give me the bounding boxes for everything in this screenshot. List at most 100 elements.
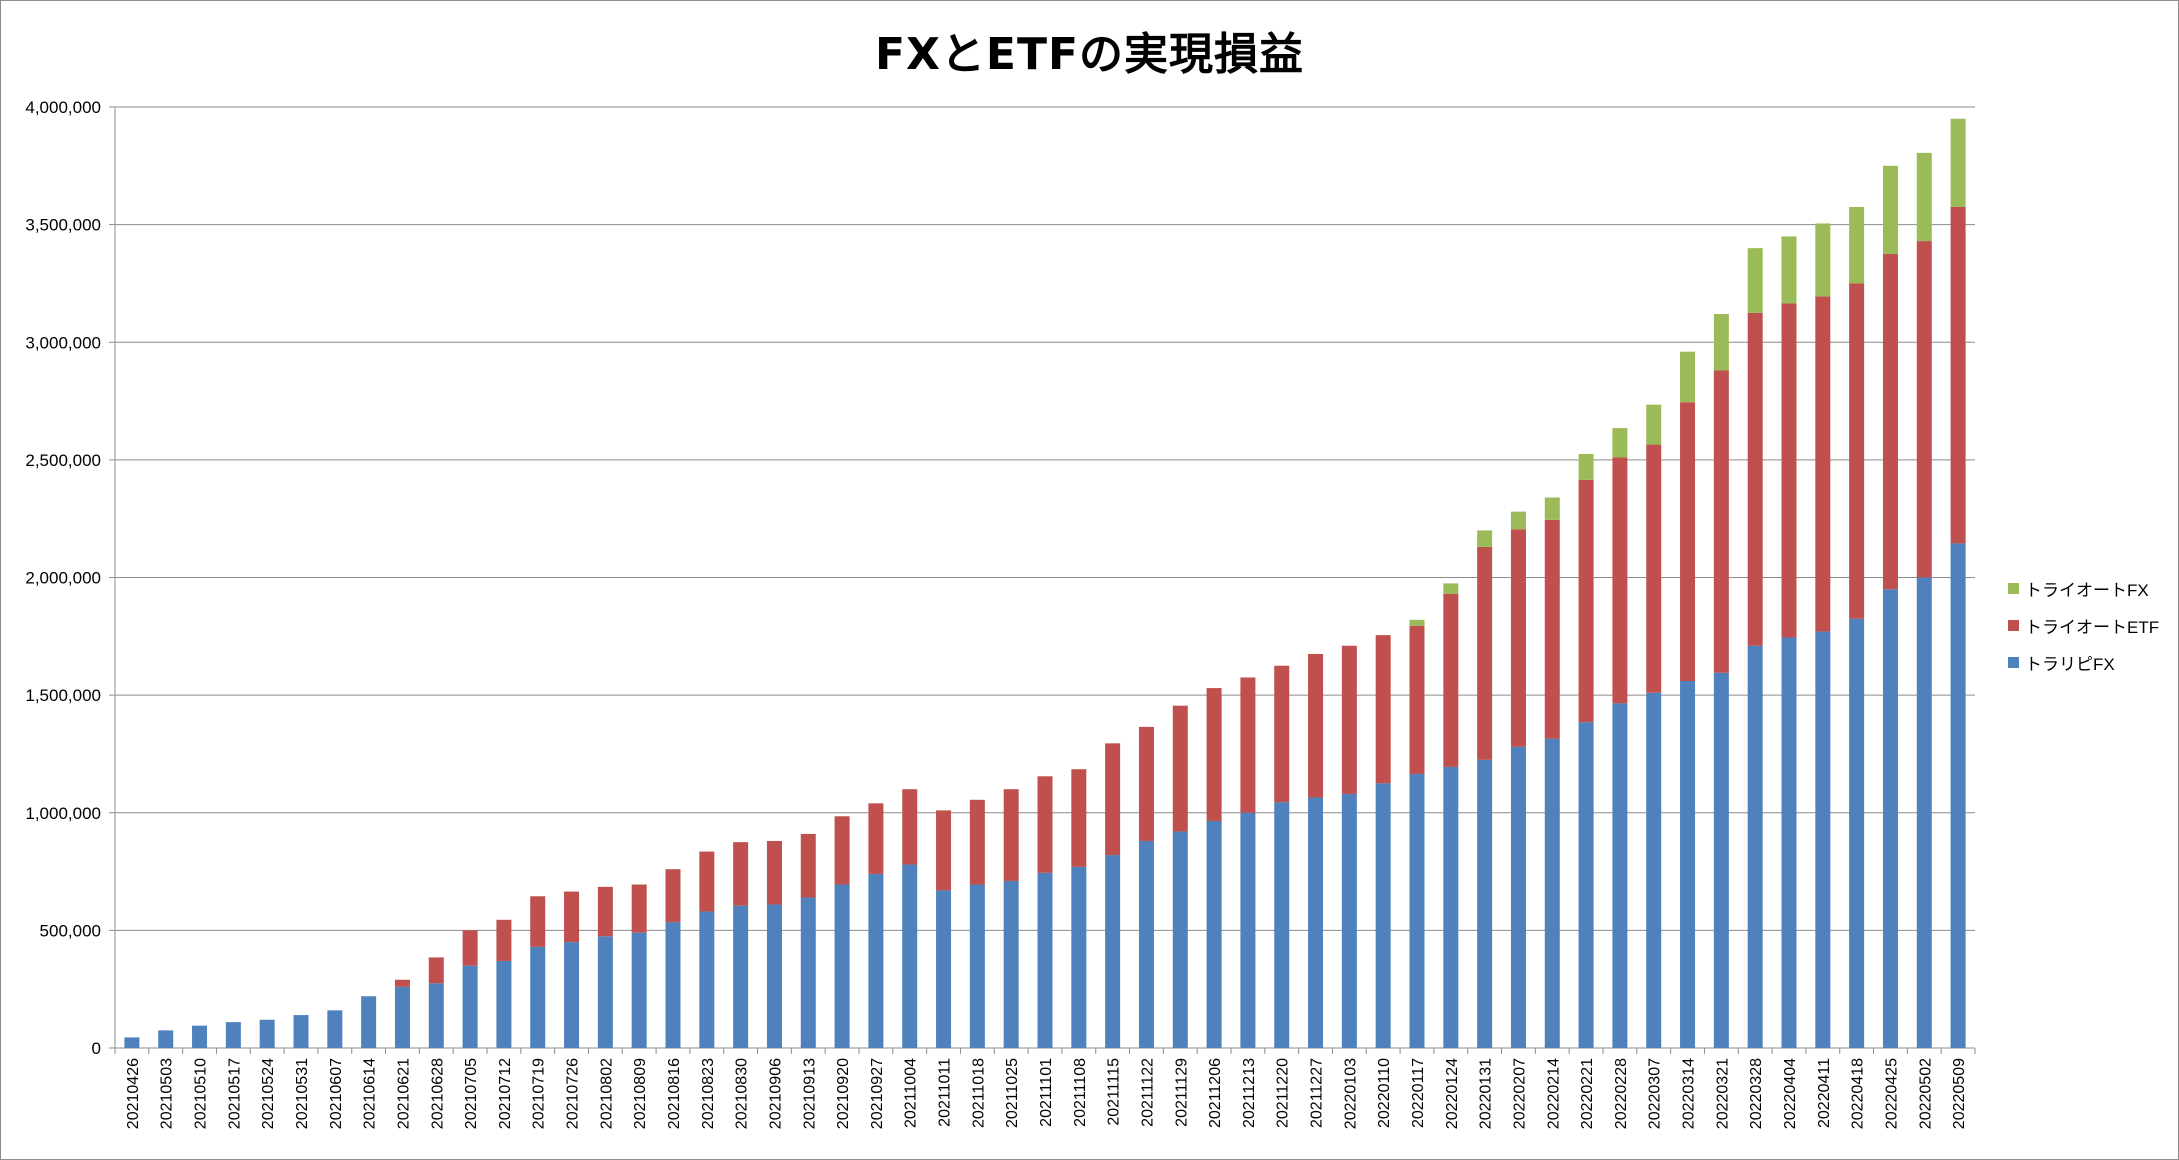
- y-tick-label: 3,000,000: [25, 333, 101, 352]
- bar-segment-series-1: [1443, 593, 1459, 767]
- legend-label: トライオートETF: [2025, 618, 2160, 637]
- bar-segment-series-2: [1916, 152, 1932, 242]
- x-tick-label: 20220418: [1850, 1058, 1867, 1129]
- bar-segment-series-0: [1510, 746, 1526, 1048]
- bar-segment-series-0: [327, 1010, 343, 1048]
- legend-swatch: [2008, 583, 2019, 594]
- bar-segment-series-1: [564, 891, 580, 943]
- bar-segment-series-1: [1849, 283, 1865, 619]
- legend-swatch: [2008, 657, 2019, 668]
- bar-segment-series-0: [902, 864, 918, 1048]
- bar-segment-series-1: [1612, 457, 1628, 704]
- bar-segment-series-0: [699, 911, 715, 1048]
- bar-segment-series-1: [699, 851, 715, 912]
- bar-segment-series-0: [1477, 759, 1493, 1048]
- legend: トライオートFX トライオートETF トラリピFX: [2008, 570, 2159, 681]
- legend-item: トラリピFX: [2008, 644, 2159, 681]
- bar-segment-series-0: [496, 960, 512, 1048]
- x-tick-label: 20220110: [1376, 1058, 1393, 1128]
- bar-segment-series-1: [1274, 665, 1290, 803]
- bar-segment-series-1: [1308, 653, 1324, 798]
- x-tick-label: 20210524: [260, 1058, 277, 1129]
- bar-segment-series-1: [800, 833, 816, 898]
- bar-segment-series-0: [1409, 773, 1425, 1048]
- bar-segment-series-0: [1375, 783, 1391, 1048]
- x-tick-label: 20211025: [1004, 1058, 1021, 1128]
- bar-segment-series-0: [868, 873, 884, 1048]
- bar-segment-series-1: [1510, 529, 1526, 747]
- x-tick-label: 20220117: [1410, 1058, 1427, 1128]
- bar-segment-series-1: [530, 896, 546, 947]
- x-tick-label: 20210802: [598, 1058, 615, 1129]
- bar-segment-series-0: [1916, 577, 1932, 1048]
- x-tick-label: 20210503: [159, 1058, 176, 1129]
- bar-segment-series-1: [766, 840, 782, 905]
- bar-segment-series-0: [936, 890, 952, 1048]
- x-tick-label: 20210830: [734, 1058, 751, 1129]
- bar-segment-series-1: [1409, 625, 1425, 774]
- x-tick-label: 20211213: [1241, 1058, 1258, 1128]
- bar-segment-series-0: [192, 1025, 208, 1048]
- bar-segment-series-0: [1578, 722, 1594, 1048]
- x-tick-label: 20211220: [1275, 1058, 1292, 1128]
- x-tick-label: 20210531: [294, 1058, 311, 1129]
- bar-segment-series-1: [1578, 479, 1594, 723]
- x-tick-label: 20211101: [1038, 1058, 1055, 1127]
- bar-segment-series-1: [631, 884, 647, 933]
- x-tick-label: 20220404: [1782, 1058, 1799, 1129]
- bar-segment-series-0: [631, 932, 647, 1048]
- legend-label: トライオートFX: [2025, 581, 2149, 600]
- bar-segment-series-0: [733, 905, 749, 1048]
- bar-segment-series-1: [868, 803, 884, 874]
- bar-segment-series-0: [124, 1037, 140, 1048]
- bar-segment-series-0: [1274, 802, 1290, 1048]
- legend-swatch: [2008, 620, 2019, 631]
- x-tick-labels: 20210426 20210503 20210510 20210517 20210524…: [125, 1058, 1968, 1129]
- x-tick-label: 20210809: [632, 1058, 649, 1129]
- y-tick-label: 1,500,000: [25, 686, 101, 705]
- bar-segment-series-0: [361, 996, 377, 1048]
- bar-segment-series-1: [1138, 726, 1154, 841]
- bar-segment-series-1: [1781, 303, 1797, 638]
- x-tick-label: 20220103: [1342, 1058, 1359, 1129]
- x-tick-label: 20211108: [1072, 1058, 1089, 1127]
- bar-segment-series-0: [1747, 645, 1763, 1048]
- x-tick-label: 20210614: [362, 1058, 379, 1129]
- x-tick-label: 20220131: [1478, 1058, 1495, 1129]
- bar-segment-series-0: [1071, 866, 1087, 1048]
- bar-segment-series-1: [496, 919, 512, 961]
- x-tick-label: 20220207: [1511, 1058, 1528, 1129]
- bar-segment-series-2: [1815, 223, 1831, 297]
- x-tick-label: 20210426: [125, 1058, 142, 1129]
- bar-segment-series-1: [1713, 370, 1729, 673]
- x-tick-label: 20210628: [429, 1058, 446, 1129]
- y-tick-label: 0: [92, 1039, 101, 1058]
- x-tick-label: 20220228: [1613, 1058, 1630, 1129]
- x-tick-label: 20220321: [1714, 1058, 1731, 1129]
- x-tick-label: 20220307: [1647, 1058, 1664, 1129]
- bar-segment-series-0: [1037, 872, 1053, 1048]
- bar-segment-series-0: [1172, 831, 1188, 1048]
- x-tick-label: 20220502: [1917, 1058, 1934, 1129]
- chart-title: FXとETFの実現損益: [874, 29, 1305, 80]
- bar-segment-series-1: [1646, 444, 1662, 693]
- bar-segment-series-0: [1646, 692, 1662, 1048]
- x-tick-label: 20211011: [937, 1058, 954, 1127]
- bar-segment-series-2: [1578, 453, 1594, 480]
- legend-item: トライオートETF: [2008, 607, 2159, 644]
- bar-segment-series-0: [1443, 766, 1459, 1048]
- bar-segment-series-0: [665, 922, 681, 1048]
- bars: [124, 118, 1966, 1048]
- bar-segment-series-2: [1409, 619, 1425, 626]
- bar-segment-series-0: [800, 897, 816, 1048]
- bar-segment-series-0: [1713, 672, 1729, 1048]
- x-tick-label: 20210517: [226, 1058, 243, 1129]
- x-tick-label: 20220314: [1681, 1058, 1698, 1129]
- bar-segment-series-1: [462, 930, 478, 966]
- bar-segment-series-0: [1138, 840, 1154, 1048]
- bar-segment-series-1: [1916, 241, 1932, 578]
- bar-segment-series-1: [1680, 402, 1696, 682]
- bar-segment-series-2: [1950, 118, 1966, 207]
- x-tick-label: 20211122: [1139, 1058, 1156, 1127]
